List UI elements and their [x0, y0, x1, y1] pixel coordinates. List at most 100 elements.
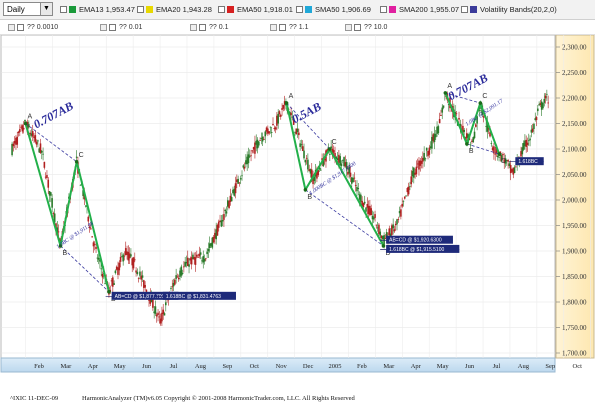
candle-body: [185, 261, 188, 264]
candle-body: [39, 143, 42, 153]
candle-body: [533, 123, 535, 129]
candle-body: [117, 267, 119, 275]
candle-body: [393, 229, 396, 232]
fib-toggle[interactable]: ?? 1.1: [270, 23, 308, 32]
pattern-point-label: B: [307, 194, 312, 201]
candle-body: [201, 260, 203, 262]
candle-body: [436, 126, 438, 134]
candle-body: [276, 115, 278, 126]
checkbox-icon[interactable]: [109, 24, 116, 31]
candle-body: [508, 163, 511, 167]
checkbox-icon[interactable]: [296, 6, 303, 13]
fib-toggle[interactable]: ?? 0.1: [190, 23, 228, 32]
candle-body: [432, 134, 434, 141]
checkbox-icon[interactable]: [461, 6, 468, 13]
indicator-toggle[interactable]: SMA50 1,906.69: [296, 4, 371, 15]
candle-body: [512, 167, 515, 175]
candle-body: [267, 128, 269, 134]
candle-body: [537, 108, 539, 112]
grid-icon: [270, 24, 277, 31]
candle-body: [414, 172, 416, 175]
candle-body: [135, 270, 137, 273]
candle-body: [502, 153, 504, 156]
checkbox-icon[interactable]: [60, 6, 67, 13]
candle-body: [158, 316, 161, 318]
candle-body: [137, 277, 140, 279]
pattern-point: [107, 290, 111, 294]
indicator-toolbar: Daily ▼ EMA13 1,953.47 EMA20 1,943.28 EMA5…: [0, 0, 595, 20]
candle-body: [198, 253, 201, 257]
candle-body: [139, 271, 141, 276]
y-tick-label: 2,200.00: [562, 95, 587, 103]
candle-body: [176, 276, 179, 278]
candle-body: [126, 251, 128, 255]
x-tick-label: Feb: [34, 363, 44, 370]
fib-toggle[interactable]: ?? 0.0010: [8, 23, 58, 32]
candle-body: [265, 127, 268, 132]
candle-body: [87, 216, 90, 222]
checkbox-icon[interactable]: [199, 24, 206, 31]
candle-body: [260, 138, 263, 139]
candle-body: [463, 129, 465, 132]
candle-body: [305, 157, 308, 159]
candle-body: [490, 143, 493, 144]
candle-body: [489, 132, 491, 137]
fib-toggle[interactable]: ?? 0.01: [100, 23, 142, 32]
candle-body: [57, 231, 60, 233]
chevron-down-icon[interactable]: ▼: [40, 3, 52, 15]
candle-body: [223, 214, 225, 220]
candle-body: [181, 272, 184, 274]
y-tick-label: 2,300.00: [562, 44, 587, 52]
candle-body: [154, 306, 157, 314]
candle-body: [122, 254, 124, 262]
candle-body: [400, 209, 402, 217]
fib-label: ?? 1.1: [289, 24, 309, 31]
candle-body: [347, 171, 349, 175]
checkbox-icon[interactable]: [137, 6, 144, 13]
x-tick-label: Jul: [170, 363, 178, 370]
period-select[interactable]: Daily ▼: [3, 2, 53, 16]
candle-body: [206, 251, 208, 255]
candle-body: [163, 313, 166, 316]
candle-body: [161, 312, 163, 322]
candle-body: [298, 132, 300, 136]
checkbox-icon[interactable]: [17, 24, 24, 31]
candle-body: [193, 256, 196, 260]
target-box-label: 1.618BC @ $1,831.4763: [166, 294, 221, 300]
candle-body: [12, 143, 15, 147]
fib-toggle[interactable]: ?? 10.0: [345, 23, 387, 32]
indicator-toggle[interactable]: EMA50 1,918.01: [218, 4, 293, 15]
candle-body: [447, 104, 450, 105]
checkbox-icon[interactable]: [279, 24, 286, 31]
candle-body: [310, 169, 313, 181]
candle-body: [496, 155, 499, 158]
indicator-toggle[interactable]: EMA13 1,953.47: [60, 4, 135, 15]
candle-body: [292, 118, 295, 125]
candle-body: [236, 179, 238, 183]
candle-body: [164, 302, 167, 306]
candle-body: [321, 158, 323, 161]
candle-body: [230, 197, 233, 202]
candle-body: [197, 256, 199, 258]
indicator-toggle[interactable]: EMA20 1,943.28: [137, 4, 212, 15]
x-tick-label: Jun: [465, 363, 475, 370]
checkbox-icon[interactable]: [380, 6, 387, 13]
y-tick-label: 2,150.00: [562, 120, 587, 128]
indicator-label: SMA200 1,955.07: [399, 5, 460, 14]
x-tick-label: Jun: [142, 363, 152, 370]
checkbox-icon[interactable]: [354, 24, 361, 31]
indicator-toggle[interactable]: SMA200 1,955.07: [380, 4, 459, 15]
candle-body: [295, 128, 298, 135]
candle-body: [394, 223, 397, 226]
ratio-dashed-line: [25, 123, 77, 163]
period-value: Daily: [7, 5, 25, 14]
candle-body: [38, 148, 41, 153]
candle-body: [397, 219, 400, 220]
pattern-point: [74, 159, 79, 164]
candle-body: [547, 102, 549, 104]
candle-body: [246, 156, 248, 165]
candle-body: [544, 95, 547, 99]
checkbox-icon[interactable]: [218, 6, 225, 13]
candle-body: [215, 229, 217, 240]
indicator-toggle[interactable]: Volatility Bands(20,2,0): [461, 4, 557, 15]
